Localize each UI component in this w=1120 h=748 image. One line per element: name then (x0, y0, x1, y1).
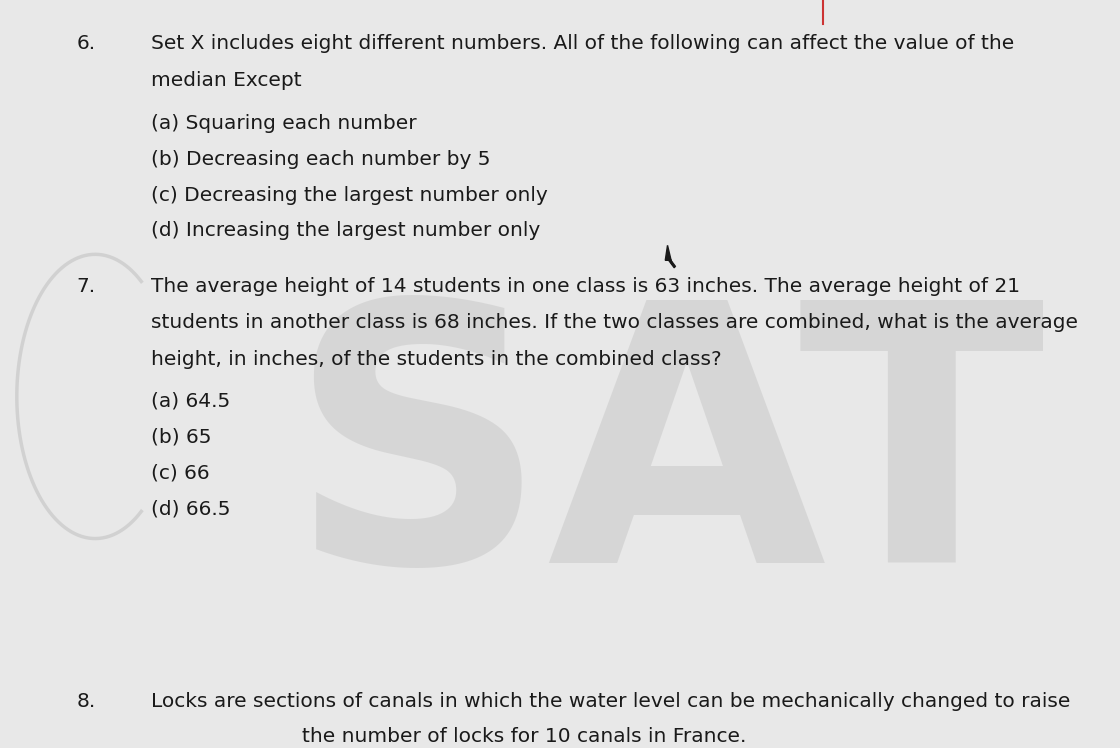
Text: Set X includes eight different numbers. All of the following can affect the valu: Set X includes eight different numbers. … (151, 34, 1015, 52)
Text: (d) Increasing the largest number only: (d) Increasing the largest number only (151, 221, 541, 240)
Text: (b) Decreasing each number by 5: (b) Decreasing each number by 5 (151, 150, 491, 168)
Text: height, in inches, of the students in the combined class?: height, in inches, of the students in th… (151, 350, 721, 369)
Text: (b) 65: (b) 65 (151, 428, 212, 447)
Text: students in another class is 68 inches. If the two classes are combined, what is: students in another class is 68 inches. … (151, 313, 1079, 332)
Text: SAT: SAT (288, 289, 1045, 638)
Text: 7.: 7. (76, 277, 95, 295)
Text: Locks are sections of canals in which the water level can be mechanically change: Locks are sections of canals in which th… (151, 692, 1071, 711)
Polygon shape (665, 245, 675, 268)
Text: (c) Decreasing the largest number only: (c) Decreasing the largest number only (151, 186, 548, 204)
Text: 6.: 6. (76, 34, 95, 52)
Text: median Except: median Except (151, 71, 301, 90)
Text: (c) 66: (c) 66 (151, 464, 209, 482)
Text: (d) 66.5: (d) 66.5 (151, 500, 231, 518)
Text: 8.: 8. (76, 692, 95, 711)
Text: the number of locks for 10 canals in France.: the number of locks for 10 canals in Fra… (302, 727, 747, 746)
Text: (a) Squaring each number: (a) Squaring each number (151, 114, 417, 132)
Text: The average height of 14 students in one class is 63 inches. The average height : The average height of 14 students in one… (151, 277, 1020, 295)
Text: (a) 64.5: (a) 64.5 (151, 392, 231, 411)
